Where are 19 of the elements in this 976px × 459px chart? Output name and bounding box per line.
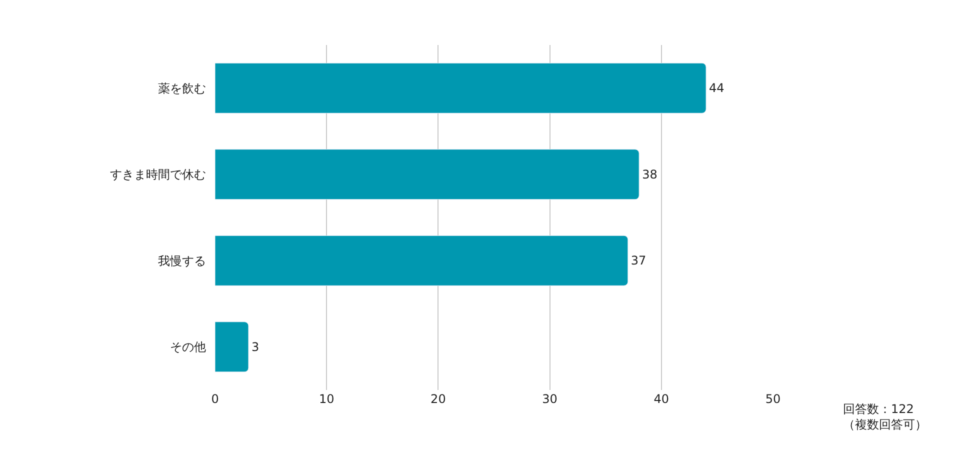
x-tick-label: 20 <box>430 392 446 406</box>
x-tick-label: 0 <box>211 392 219 406</box>
bar <box>215 235 628 286</box>
bar <box>215 322 249 372</box>
bar <box>215 149 640 200</box>
x-tick-label: 40 <box>654 392 670 406</box>
text: 回答数：122 （複数回答可） <box>843 402 927 432</box>
data-label: 3 <box>251 340 260 354</box>
y-tick-label: 我慢する <box>158 254 206 268</box>
data-label: 37 <box>630 254 646 268</box>
data-label: 44 <box>709 81 724 96</box>
data-label: 38 <box>642 167 658 182</box>
y-tick-label: 薬を飲む <box>158 81 206 96</box>
y-tick-label: すきま時間で休む <box>110 168 206 182</box>
x-tick-label: 30 <box>542 392 558 406</box>
x-tick-label: 10 <box>318 392 334 406</box>
x-tick-label: 50 <box>765 392 781 406</box>
bar <box>215 62 706 114</box>
y-tick-label: その他 <box>170 340 206 354</box>
